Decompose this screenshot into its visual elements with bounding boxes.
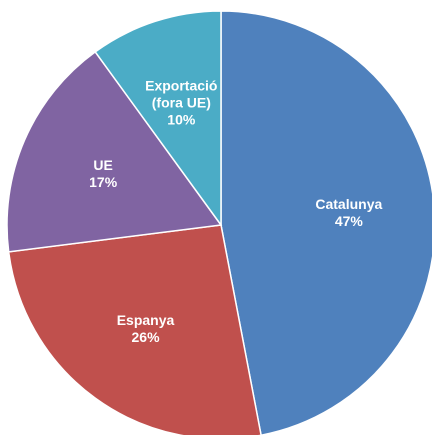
- slice-label: Catalunya 47%: [301, 196, 397, 230]
- slice-label: Espanya 26%: [98, 312, 194, 346]
- category-label: Catalunya: [315, 195, 383, 212]
- value-label: 10%: [167, 111, 196, 128]
- category-label: Espanya: [116, 311, 175, 328]
- pie-slice: [94, 10, 222, 228]
- value-label: 47%: [334, 212, 363, 229]
- category-label: Exportació (fora UE): [145, 77, 218, 111]
- slice-label: UE 17%: [55, 157, 151, 191]
- pie-slice: [7, 224, 262, 435]
- value-label: 17%: [89, 174, 118, 190]
- category-label: UE: [93, 157, 113, 173]
- value-label: 26%: [131, 328, 160, 345]
- pie-slice: [6, 50, 223, 253]
- pie-slice: [220, 10, 432, 435]
- slice-label: Exportació (fora UE) 10%: [133, 77, 229, 128]
